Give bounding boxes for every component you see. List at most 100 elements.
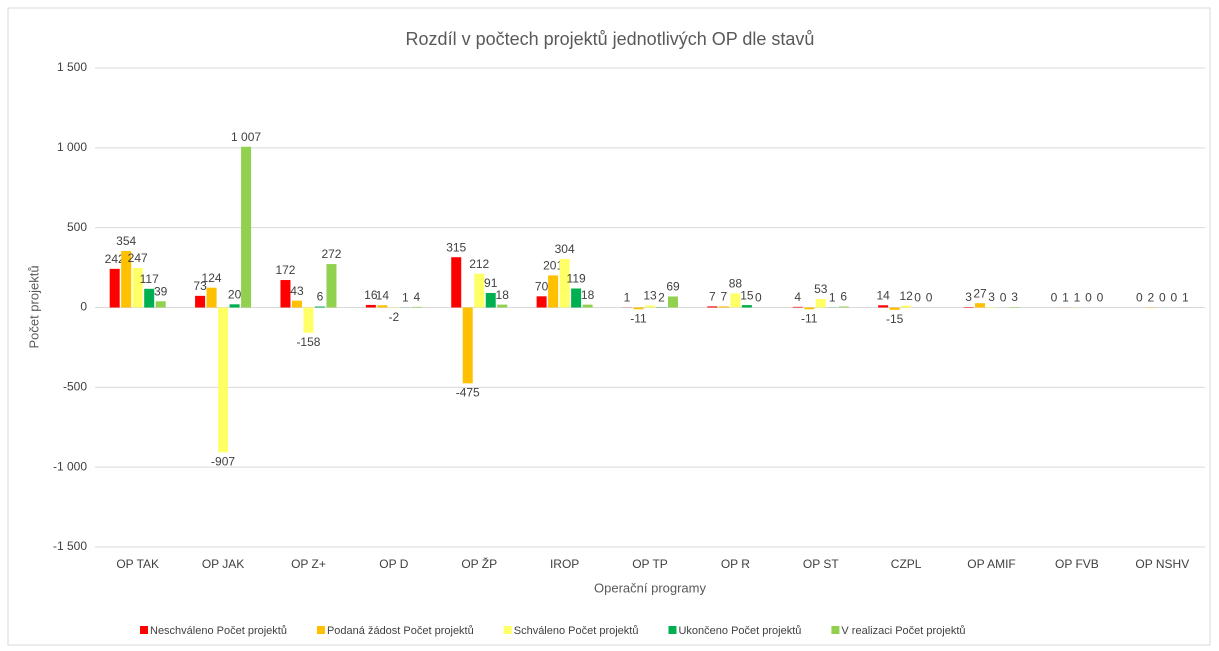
bar	[326, 264, 336, 307]
data-label: 1	[1074, 291, 1081, 305]
bar	[207, 288, 217, 308]
data-label: 1	[402, 291, 409, 305]
data-label: -2	[389, 310, 400, 324]
bar	[366, 305, 376, 308]
legend-swatch	[317, 626, 325, 634]
bar	[241, 147, 251, 308]
data-label: 0	[1000, 291, 1007, 305]
data-label: 7	[721, 290, 728, 304]
y-tick-label: 1 000	[57, 140, 87, 154]
chart-frame	[8, 8, 1210, 645]
bar	[463, 308, 473, 384]
legend-swatch	[140, 626, 148, 634]
bar	[719, 306, 729, 307]
bar	[486, 293, 496, 308]
x-tick-label: OP ŽP	[461, 556, 497, 571]
bar	[583, 305, 593, 308]
data-label: 43	[290, 284, 304, 298]
bar	[497, 305, 507, 308]
x-tick-label: OP FVB	[1055, 557, 1099, 571]
bar	[901, 306, 911, 308]
data-label: 1	[829, 291, 836, 305]
x-axis-title: Operační programy	[594, 580, 706, 595]
legend-label: V realizaci Počet projektů	[841, 625, 965, 637]
bar	[474, 274, 484, 308]
data-label: -158	[296, 335, 320, 349]
data-label: 1	[1062, 291, 1069, 305]
bar	[280, 280, 290, 307]
bar	[144, 289, 154, 308]
bar	[195, 296, 205, 308]
bar	[571, 288, 581, 307]
data-label: 4	[414, 290, 421, 304]
bar	[292, 301, 302, 308]
x-tick-label: OP D	[379, 557, 408, 571]
data-label: 53	[814, 282, 828, 296]
y-tick-label: 0	[80, 300, 87, 314]
data-label: 304	[555, 242, 575, 256]
data-label: -907	[211, 454, 235, 468]
data-label: 247	[128, 251, 148, 265]
chart-title: Rozdíl v počtech projektů jednotlivých O…	[406, 29, 815, 49]
data-label: 1	[1182, 291, 1189, 305]
y-tick-label: 1 500	[57, 60, 87, 74]
data-label: 2	[658, 290, 665, 304]
bar	[634, 308, 644, 310]
bar	[730, 293, 740, 307]
data-label: 13	[643, 289, 657, 303]
data-label: -15	[886, 312, 904, 326]
bar	[804, 308, 814, 310]
x-tick-label: IROP	[550, 557, 579, 571]
legend-label: Schváleno Počet projektů	[514, 625, 639, 637]
data-label: 70	[535, 279, 549, 293]
data-label: 315	[446, 240, 466, 254]
data-label: 15	[740, 288, 754, 302]
data-label: 18	[496, 288, 510, 302]
bar	[707, 306, 717, 307]
bar	[548, 275, 558, 307]
data-label: 354	[116, 234, 136, 248]
legend-label: Neschváleno Počet projektů	[150, 625, 287, 637]
data-label: 6	[840, 290, 847, 304]
x-tick-label: OP Z+	[291, 557, 326, 571]
data-label: 172	[275, 263, 295, 277]
data-label: 12	[899, 289, 913, 303]
x-tick-label: OP R	[721, 557, 750, 571]
data-label: 1 007	[231, 130, 261, 144]
x-tick-label: OP AMIF	[967, 557, 1015, 571]
legend-swatch	[831, 626, 839, 634]
data-label: 20	[228, 287, 242, 301]
data-label: 272	[321, 247, 341, 261]
bar	[412, 307, 422, 308]
data-label: 3	[988, 290, 995, 304]
data-label: 0	[1085, 291, 1092, 305]
y-axis-title: Počet projektů	[26, 265, 41, 348]
bar	[537, 296, 547, 307]
x-tick-label: OP TP	[632, 557, 668, 571]
bar	[839, 307, 849, 308]
data-label: 0	[914, 291, 921, 305]
bar	[315, 307, 325, 308]
data-label: 69	[666, 280, 680, 294]
data-label: 0	[1136, 291, 1143, 305]
data-label: -11	[630, 311, 647, 325]
data-label: 0	[1097, 291, 1104, 305]
x-tick-label: CZPL	[891, 557, 922, 571]
legend-swatch	[668, 626, 676, 634]
bar	[793, 307, 803, 308]
bar	[156, 301, 166, 307]
x-tick-label: OP ST	[803, 557, 839, 571]
y-tick-label: -1 000	[53, 459, 87, 473]
data-label: 0	[926, 291, 933, 305]
bar	[303, 308, 313, 333]
data-label: 2	[1147, 290, 1154, 304]
data-label: -11	[801, 311, 818, 325]
bar	[975, 303, 985, 307]
bar	[668, 296, 678, 307]
data-label: 212	[469, 257, 489, 271]
data-label: 27	[973, 286, 987, 300]
bar	[816, 299, 826, 307]
data-label: 4	[794, 290, 801, 304]
bar	[645, 305, 655, 307]
